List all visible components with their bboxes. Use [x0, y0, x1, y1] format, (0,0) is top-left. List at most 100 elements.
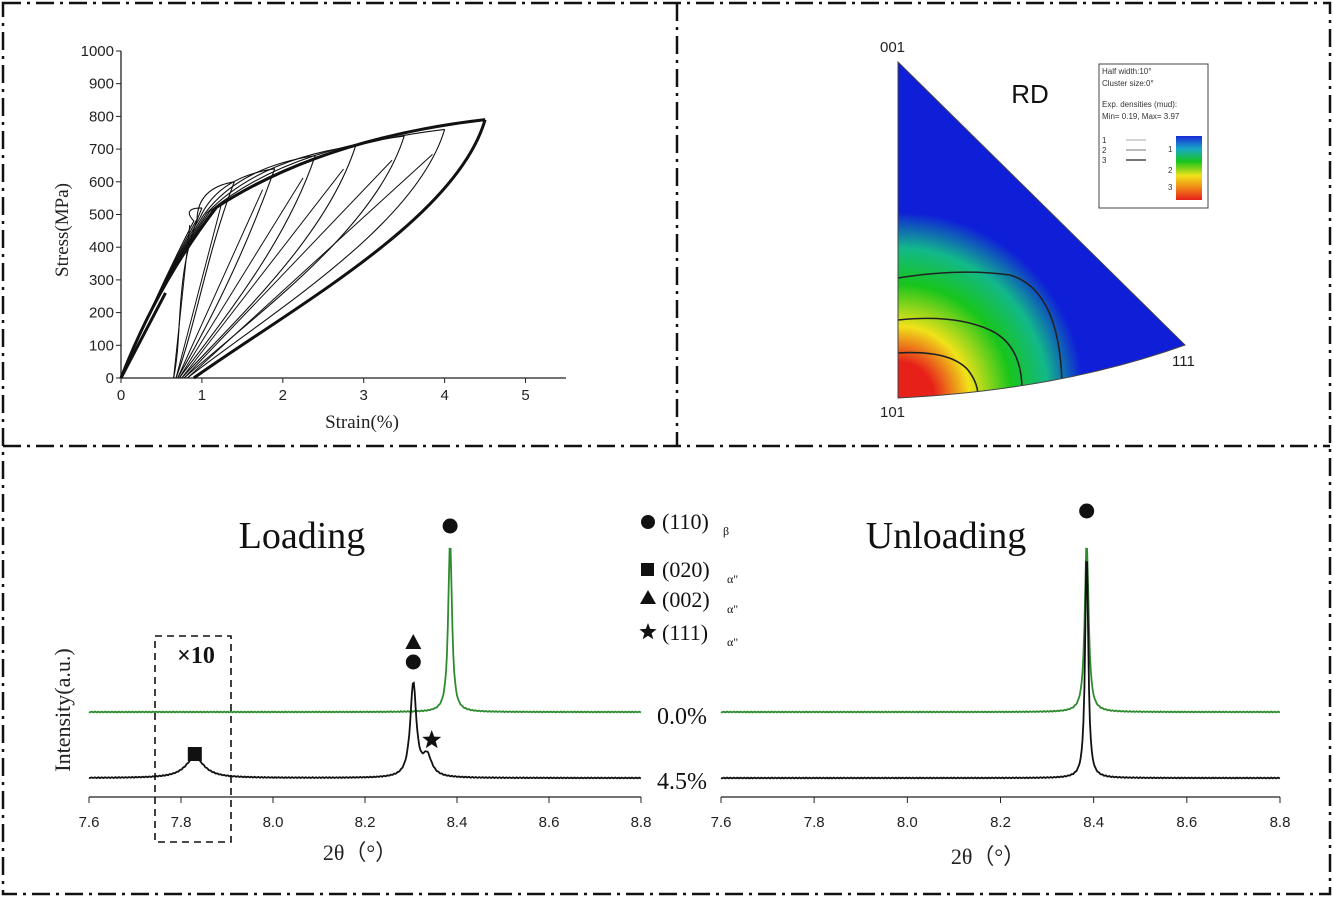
- ipf-legend-line-2: Cluster size:0°: [1102, 79, 1154, 88]
- phase-legend: (110) β (020) α" (002) α" (111) α": [639, 509, 738, 649]
- ss-unloading-curve-6: [183, 135, 405, 379]
- legend-phase-3: α": [727, 602, 738, 616]
- ss-ytick-label: 1000: [81, 43, 114, 60]
- ipf-colorbar-label-2: 2: [1168, 166, 1173, 175]
- ipf-legend-level-3: 3: [1102, 156, 1107, 165]
- ss-unloading-curve-8: [192, 119, 487, 380]
- ss-loading-curve-7: [120, 128, 445, 379]
- loading-xlabel: 2θ（°）: [323, 840, 397, 865]
- loading-square-marker: [187, 747, 202, 761]
- ss-loading-curve-5: [120, 145, 356, 379]
- stress-strain-curves: [119, 118, 487, 380]
- inverse-pole-figure: RD 001 101 111 Half width:10° Cluster si…: [880, 39, 1209, 421]
- ss-unloading-curve-4: [178, 155, 316, 379]
- ss-loading-curve-3: [120, 168, 275, 379]
- xrd-ylabel: Intensity(a.u.): [50, 648, 75, 771]
- loading-series-00: [88, 547, 642, 714]
- pole-111: 111: [1172, 353, 1195, 370]
- loading-xtick-label: 7.6: [79, 814, 100, 831]
- ss-ytick-label: 200: [89, 305, 114, 322]
- ipf-outline: [897, 60, 1186, 399]
- legend-star-icon: [639, 623, 657, 640]
- ipf-legend-line-3: Exp. densities (mud):: [1102, 100, 1177, 109]
- unloading-xtick-label: 8.4: [1083, 814, 1104, 831]
- xrd-peak-markers: [187, 503, 1095, 761]
- magnify-label: ×10: [177, 643, 215, 669]
- loading-xtick-label: 8.6: [539, 814, 560, 831]
- ss-reloading-curve-4: [177, 189, 264, 379]
- ss-xtick-label: 2: [279, 387, 287, 404]
- legend-phase-1: β: [723, 524, 729, 538]
- ipf-legend-line-1: Half width:10°: [1102, 67, 1151, 76]
- ss-ytick-label: 300: [89, 272, 114, 289]
- ss-ytick-label: 700: [89, 141, 114, 158]
- ss-ytick-label: 800: [89, 108, 114, 125]
- ss-ytick-label: 0: [106, 370, 114, 387]
- ss-ytick-label: 900: [89, 76, 114, 93]
- loading-xtick-label: 8.8: [631, 814, 652, 831]
- ipf-legend-line-4: Min= 0.19, Max= 3.97: [1102, 112, 1180, 121]
- loading-xtick-label: 8.4: [447, 814, 468, 831]
- ss-unloading-curve-5: [181, 145, 357, 379]
- xrd-axes: 7.6 7.8 8.0 8.2 8.4 8.6 8.8 7.6 7.8 8.0 8.2 8.4 8.6 8…: [79, 796, 1291, 831]
- xrd-panels: 7.6 7.8 8.0 8.2 8.4 8.6 8.8 7.6 7.8 8.0 8.2 8.4 8.6 8…: [50, 503, 1291, 869]
- ss-reloading-curve-8: [187, 153, 433, 379]
- ss-reloading-curve-5: [178, 177, 304, 379]
- loading-xtick-label: 8.2: [355, 814, 376, 831]
- ipf-legend: Half width:10° Cluster size:0° Exp. dens…: [1098, 63, 1209, 209]
- magnify-box: [154, 635, 232, 843]
- stress-strain-xlabel: Strain(%): [325, 412, 399, 433]
- legend-hkl-3: (002): [662, 587, 710, 612]
- unloading-xlabel: 2θ（°）: [951, 844, 1025, 869]
- ipf-legend-level-2: 2: [1102, 146, 1107, 155]
- loading-xtick-label: 7.8: [171, 814, 192, 831]
- ss-ytick-label: 400: [89, 239, 114, 256]
- unloading-series-00: [720, 547, 1281, 714]
- pole-001: 001: [880, 39, 905, 56]
- ss-ytick-label: 600: [89, 174, 114, 191]
- stress-strain-axes: 0 1 2 3 4 5 0 100 200 300 400 500 600 700 800 900 1000: [81, 43, 566, 404]
- legend-phase-2: α": [727, 572, 738, 586]
- ipf-colorbar-label-1: 1: [1168, 145, 1173, 154]
- ipf-contour-2: [898, 317, 1023, 391]
- ss-reloading-curve-7: [183, 159, 393, 379]
- stress-strain-ylabel: Stress(MPa): [52, 183, 73, 277]
- ss-reloading-curve-6: [181, 168, 344, 379]
- legend-hkl-2: (020): [662, 557, 710, 582]
- unloading-title: Unloading: [866, 515, 1026, 557]
- ipf-contour-3: [898, 351, 979, 397]
- ipf-colorbar: [1176, 136, 1202, 200]
- ss-initial-bold-segment: [119, 292, 167, 379]
- ipf-colorbar-label-3: 3: [1168, 183, 1173, 192]
- ss-reloading-curve-3: [175, 201, 223, 379]
- legend-hkl-4: (111): [662, 620, 708, 645]
- legend-square-icon: [641, 563, 654, 576]
- legend-hkl-1: (110): [662, 509, 709, 534]
- ipf-legend-level-1: 1: [1102, 136, 1107, 145]
- ss-xtick-label: 1: [198, 387, 206, 404]
- loading-star-marker: [422, 730, 442, 749]
- ss-unloading-curve-2: [175, 181, 235, 379]
- unloading-xtick-label: 8.2: [990, 814, 1011, 831]
- unloading-xtick-label: 8.6: [1176, 814, 1197, 831]
- ss-xtick-label: 3: [360, 387, 368, 404]
- ipf-title: RD: [1011, 79, 1049, 109]
- unloading-xtick-label: 8.8: [1270, 814, 1291, 831]
- ss-ytick-label: 100: [89, 337, 114, 354]
- unloading-xtick-label: 7.8: [804, 814, 825, 831]
- loading-circle-marker: [405, 654, 421, 670]
- legend-phase-4: α": [727, 635, 738, 649]
- ss-xtick-label: 0: [117, 387, 125, 404]
- loading-series-45: [88, 681, 642, 780]
- xrd-curves: [88, 547, 1281, 780]
- unloading-xtick-label: 8.0: [897, 814, 918, 831]
- loading-xtick-label: 8.0: [263, 814, 284, 831]
- ss-ytick-label: 500: [89, 207, 114, 224]
- strain-label-45: 4.5%: [657, 769, 707, 795]
- ss-loading-curve-8: [119, 118, 486, 379]
- legend-triangle-icon: [640, 590, 656, 604]
- pole-101: 101: [880, 404, 905, 421]
- loading-circle-marker: [442, 518, 458, 534]
